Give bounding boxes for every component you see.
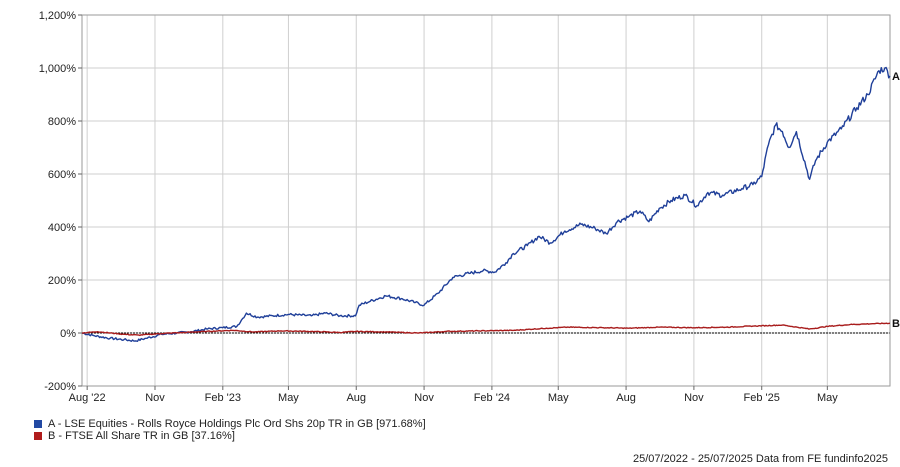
x-tick-label: Nov [145, 392, 165, 404]
series-end-label-b: B [892, 318, 900, 330]
x-tick-label: Nov [684, 392, 704, 404]
y-tick-label: 400% [48, 222, 76, 234]
legend-swatch-a [34, 420, 42, 428]
series-line-b [81, 322, 891, 337]
x-tick-label: May [548, 392, 569, 404]
x-tick-label: Aug [616, 392, 636, 404]
y-axis-ticks: -200% 0% 200% 400% 600% 800% 1,000% 1,200% [39, 10, 82, 393]
series-line-a [81, 66, 891, 342]
series-lines [81, 66, 891, 342]
x-tick-label: May [278, 392, 299, 404]
legend-item-b: B - FTSE All Share TR in GB [37.16%] [34, 430, 426, 442]
series-end-label-a: A [892, 71, 900, 83]
y-tick-label: -200% [44, 381, 76, 393]
y-tick-label: 1,000% [39, 63, 77, 75]
x-tick-label: Feb '25 [744, 392, 780, 404]
x-tick-label: Nov [414, 392, 434, 404]
x-tick-label: May [817, 392, 838, 404]
y-tick-label: 800% [48, 116, 76, 128]
x-tick-label: Aug [346, 392, 366, 404]
plot-border [81, 14, 891, 387]
data-source-footer: 25/07/2022 - 25/07/2025 Data from FE fun… [632, 453, 888, 465]
x-tick-label: Feb '24 [474, 392, 510, 404]
y-tick-label: 600% [48, 169, 76, 181]
y-tick-label: 1,200% [39, 10, 77, 22]
line-chart: -200% 0% 200% 400% 600% 800% 1,000% 1,200% Aug … [39, 10, 900, 404]
legend: A - LSE Equities - Rolls Royce Holdings … [34, 418, 426, 442]
legend-swatch-b [34, 432, 42, 440]
x-tick-label: Feb '23 [205, 392, 241, 404]
y-tick-label: 200% [48, 275, 76, 287]
x-axis-ticks: Aug '22 Nov Feb '23 May Aug Nov Feb '24 May Aug N… [69, 386, 838, 404]
x-tick-label: Aug '22 [69, 392, 106, 404]
legend-label-a: A - LSE Equities - Rolls Royce Holdings … [48, 418, 426, 430]
y-tick-label: 0% [60, 328, 76, 340]
legend-item-a: A - LSE Equities - Rolls Royce Holdings … [34, 418, 426, 430]
legend-label-b: B - FTSE All Share TR in GB [37.16%] [48, 430, 235, 442]
series-end-labels: AB [892, 71, 900, 330]
